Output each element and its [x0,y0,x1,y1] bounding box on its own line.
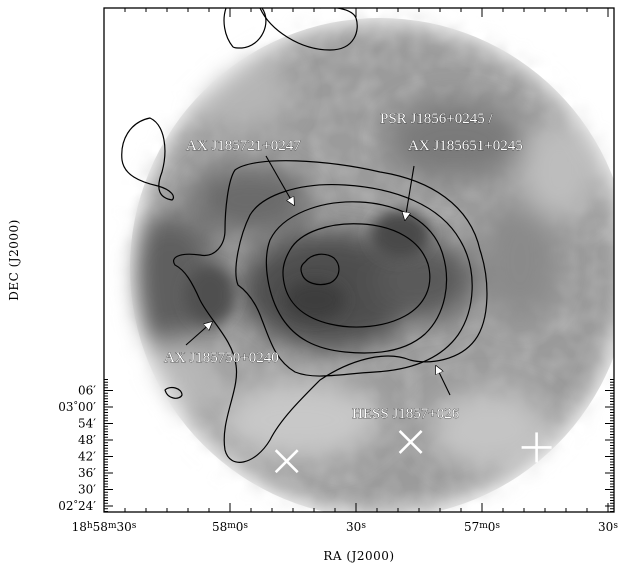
intensity-image [104,8,614,512]
contour-level-1 [164,386,183,399]
contour-level-1 [173,160,488,463]
arrow-ax-j185721 [265,155,294,205]
annotation-ax-j185750: AX J185750+0240 [164,350,279,366]
contour-level-5 [300,253,340,286]
contour-level-4 [282,223,431,328]
x-tick-label: 58m0s [212,520,248,534]
x-marker [398,430,423,454]
contour-level-1 [223,8,267,49]
x-tick-label: 18h58m30s [72,520,137,534]
y-tick-label: 42′ [78,450,96,464]
arrow-hess [436,366,451,396]
y-tick-label: 36′ [78,466,96,480]
contour-level-1 [259,8,358,51]
annotation-psr-line2: AX J185651+0245 [408,138,523,154]
y-tick-label: 54′ [78,417,96,431]
plus-marker [521,432,552,463]
annotations: PSR J1856+0245 / AX J185651+0245 AX J185… [164,111,523,423]
arrow-ax-j185750 [185,322,212,346]
x-axis-title: RA (J2000) [323,549,394,563]
x-marker [274,449,299,474]
y-tick-label: 30′ [78,483,96,497]
x-tick-label: 30s [598,520,618,534]
annotation-ax-j185721: AX J185721+0247 [186,138,301,154]
contour-level-1 [121,117,175,201]
contour-level-3 [265,201,448,354]
x-tick-label: 57m0s [464,520,500,534]
y-tick-label: 48′ [78,433,96,447]
y-tick-label: 06′ [78,384,96,398]
x-tick-label: 30s [346,520,366,534]
annotation-psr-line1: PSR J1856+0245 / [380,111,493,127]
y-axis-title: DEC (J2000) [7,219,21,301]
annotation-hess: HESS J1857+026 [352,406,460,422]
y-tick-label: 02°24′ [58,499,96,513]
contour-level-2 [235,183,473,377]
arrow-psr [405,165,415,220]
contour-lines [121,8,488,463]
y-tick-label: 03°00′ [58,400,96,414]
plot-frame [103,7,615,513]
